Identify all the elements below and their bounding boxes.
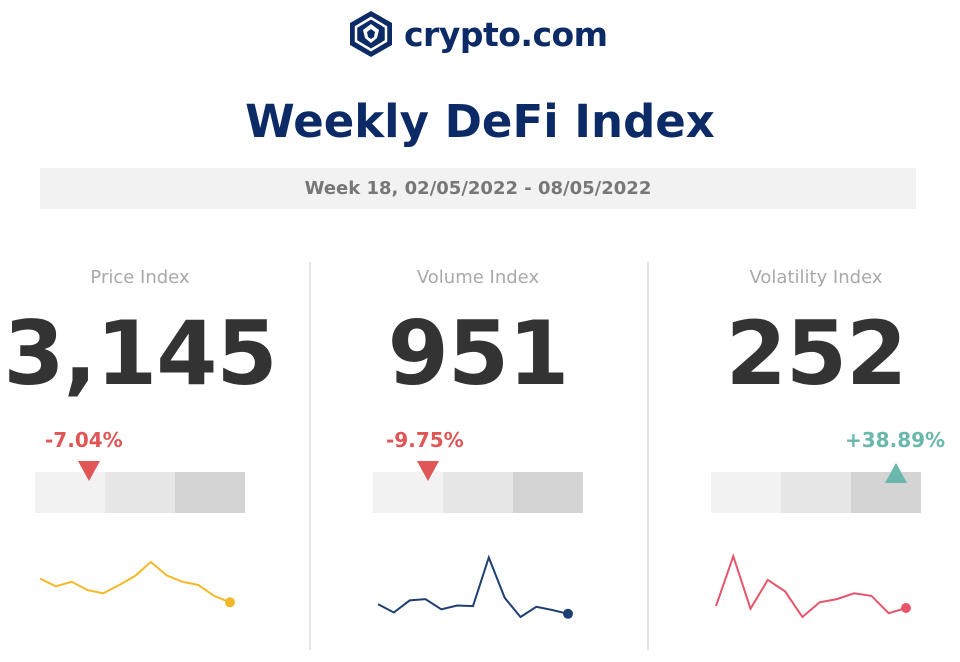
change-gauge — [35, 472, 245, 513]
change-percent: -7.04% — [45, 428, 123, 452]
change-percent: +38.89% — [845, 428, 946, 452]
divider — [647, 262, 649, 650]
week-range-text: Week 18, 02/05/2022 - 08/05/2022 — [304, 178, 652, 199]
panel-label: Volatility Index — [749, 267, 883, 288]
up-arrow-icon — [885, 463, 907, 483]
volume-index-panel: Volume Index 951 -9.75% — [328, 262, 628, 662]
panel-value: 252 — [725, 302, 908, 405]
week-range-bar: Week 18, 02/05/2022 - 08/05/2022 — [40, 168, 916, 209]
volume-sparkline — [377, 554, 573, 619]
panel-value: 3,145 — [3, 302, 277, 405]
panel-label: Volume Index — [416, 267, 540, 288]
volatility-sparkline — [715, 553, 911, 619]
price-sparkline — [39, 560, 235, 608]
lion-shield-icon — [350, 11, 392, 57]
divider — [309, 262, 311, 650]
down-arrow-icon — [78, 461, 100, 481]
page-title: Weekly DeFi Index — [245, 95, 715, 148]
panel-label: Price Index — [90, 267, 190, 288]
volatility-index-panel: Volatility Index 252 +38.89% — [666, 262, 960, 662]
header: crypto.com — [0, 0, 960, 70]
down-arrow-icon — [417, 461, 439, 481]
brand-name: crypto.com — [404, 14, 608, 54]
price-index-panel: Price Index 3,145 -7.04% — [0, 262, 290, 662]
brand-logo: crypto.com — [348, 10, 608, 58]
change-gauge — [373, 472, 583, 513]
panel-value: 951 — [387, 302, 570, 405]
change-percent: -9.75% — [386, 428, 464, 452]
